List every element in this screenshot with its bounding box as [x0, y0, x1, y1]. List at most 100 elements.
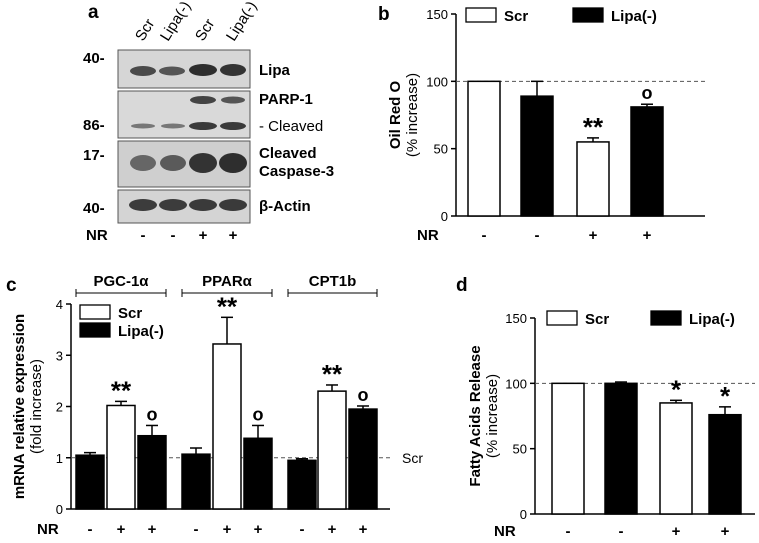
y-tick-label: 1 [56, 451, 63, 466]
band [219, 199, 247, 211]
blot-label: β-Actin [259, 198, 311, 215]
treatment-mark: + [672, 523, 681, 540]
bar [348, 408, 378, 510]
legend-swatch-lipa [572, 7, 604, 23]
band [189, 64, 217, 76]
bar [467, 80, 501, 217]
band [220, 64, 246, 76]
panel-d-letter: d [456, 275, 468, 296]
treatment-mark: - [482, 227, 487, 244]
treatment-mark: - [194, 521, 199, 538]
treatment-mark: + [328, 521, 337, 538]
blot-label: Lipa [259, 62, 290, 79]
gene-header: PGC-1α [93, 273, 149, 290]
treatment-label: NR [494, 523, 516, 540]
blot-sublabel: - Cleaved [259, 118, 323, 135]
significance-mark: * [671, 374, 682, 404]
panel-a-letter: a [88, 2, 99, 23]
treatment-mark: + [223, 521, 232, 538]
y-tick-label: 0 [56, 502, 63, 517]
band [219, 153, 247, 173]
treatment-mark: + [117, 521, 126, 538]
treatment-mark: - [300, 521, 305, 538]
band [189, 199, 217, 211]
treatment-mark: - [619, 523, 624, 540]
significance-mark: o [147, 404, 158, 424]
lane-label: Lipa(-) [223, 0, 260, 44]
y-axis-sublabel: (fold increase) [28, 359, 45, 454]
blot-label: PARP-1 [259, 91, 313, 108]
chart-mrna-expression: 0 1 2 3 4 mRNA relative expression (fold incre… [11, 273, 423, 538]
significance-mark: o [358, 385, 369, 405]
treatment-mark: + [721, 523, 730, 540]
y-axis-sublabel: (% increase) [404, 73, 421, 157]
panel-c-letter: c [6, 275, 17, 296]
treatment-mark: - [171, 227, 176, 244]
chart-fatty-acids-release: 0 50 100 150 Fatty Acids Release (% increase)… [467, 310, 755, 540]
band [189, 122, 217, 130]
bar [708, 413, 742, 515]
treatment-mark: + [254, 521, 263, 538]
y-tick-label: 3 [56, 348, 63, 363]
treatment-mark: + [199, 227, 208, 244]
bar [576, 141, 610, 217]
band [220, 122, 246, 130]
y-tick-label: 2 [56, 400, 63, 415]
y-tick-label: 50 [513, 442, 527, 457]
significance-mark: ** [583, 112, 604, 142]
significance-mark: * [720, 381, 731, 411]
y-axis-label: mRNA relative expression [11, 314, 28, 499]
bar [212, 343, 242, 510]
bar [137, 434, 167, 510]
band [130, 155, 156, 171]
lane-label: Lipa(-) [157, 0, 194, 44]
panel-b-letter: b [378, 4, 390, 25]
treatment-mark: + [148, 521, 157, 538]
significance-mark: o [253, 404, 264, 424]
band [189, 153, 217, 173]
band [161, 123, 185, 129]
y-tick-label: 100 [426, 74, 448, 89]
y-tick-label: 4 [56, 297, 63, 312]
bar [630, 106, 664, 217]
legend-label: Lipa(-) [611, 8, 657, 25]
band [221, 96, 245, 104]
band [159, 66, 185, 76]
mw-marker: 86- [83, 117, 105, 134]
bar [317, 390, 347, 510]
y-tick-label: 150 [426, 7, 448, 22]
legend-label: Scr [118, 305, 142, 322]
y-axis-label: Fatty Acids Release [467, 345, 484, 486]
gene-header: PPARα [202, 273, 253, 290]
bar [75, 454, 105, 510]
y-tick-label: 0 [441, 209, 448, 224]
treatment-mark: - [566, 523, 571, 540]
bar [659, 402, 693, 515]
lane-label: Scr [132, 16, 158, 44]
treatment-mark: - [141, 227, 146, 244]
treatment-mark: + [359, 521, 368, 538]
legend-swatch-scr [546, 310, 578, 326]
mw-marker: 40- [83, 50, 105, 67]
band [190, 96, 216, 104]
legend-swatch-lipa [650, 310, 682, 326]
y-axis-sublabel: (% increase) [484, 374, 501, 458]
legend-label: Scr [504, 8, 528, 25]
bar [551, 382, 585, 515]
chart-oil-red-o: 0 50 100 150 Oil Red O (% increase) - - ** + o + NR S… [387, 7, 705, 244]
y-tick-label: 150 [505, 311, 527, 326]
panel-a-western-blot: a Scr Lipa(-) Scr Lipa(-) 40- Lipa 86- P… [83, 0, 334, 244]
blot-label: Caspase-3 [259, 163, 334, 180]
band [159, 199, 187, 211]
y-axis-label: Oil Red O [387, 80, 404, 149]
bar [243, 437, 273, 510]
legend-label: Lipa(-) [689, 311, 735, 328]
legend-label: Lipa(-) [118, 323, 164, 340]
band [160, 155, 186, 171]
y-tick-label: 50 [434, 142, 448, 157]
band [130, 66, 156, 76]
legend-swatch-scr [465, 7, 497, 23]
significance-mark: o [642, 83, 653, 103]
y-tick-label: 100 [505, 376, 527, 391]
